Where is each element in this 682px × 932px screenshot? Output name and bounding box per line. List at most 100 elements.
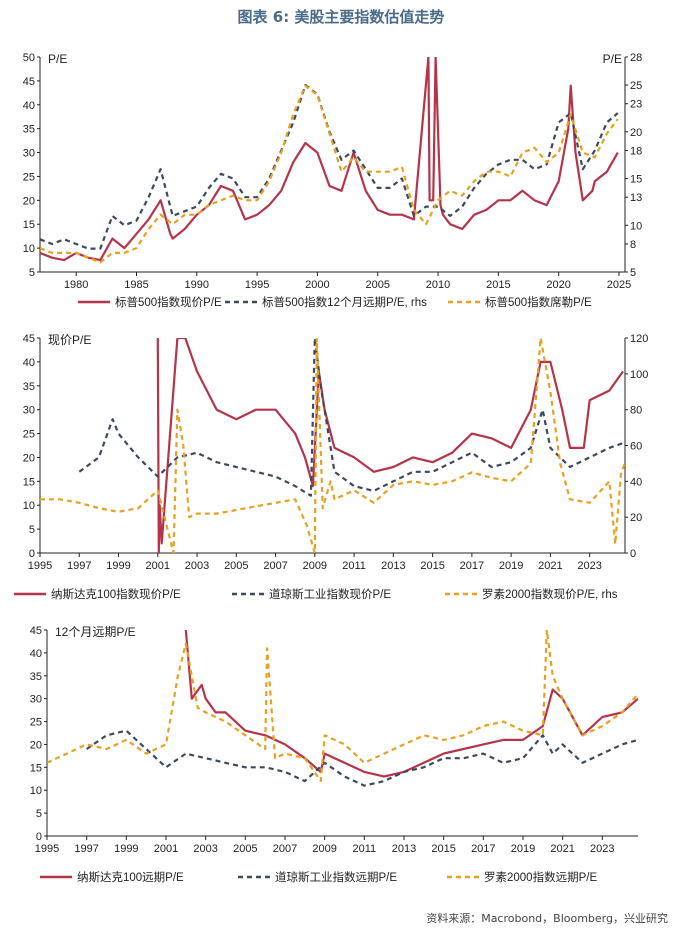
x-tick-label: 1980 xyxy=(64,279,88,291)
x-tick-label: 2013 xyxy=(381,560,405,572)
x-tick-label: 2003 xyxy=(193,843,217,855)
x-tick-label: 1990 xyxy=(185,279,209,291)
x-tick-label: 2000 xyxy=(305,279,329,291)
legend-label-1: 纳斯达克100远期P/E xyxy=(77,870,184,884)
y-tick-label-left: 20 xyxy=(30,739,42,751)
y-tick-label-right: 5 xyxy=(630,267,636,279)
y-tick-label-left: 25 xyxy=(23,171,35,183)
y-tick-label-right: 0 xyxy=(630,548,636,560)
y-tick-label-right: 100 xyxy=(630,369,648,381)
series-line-2 xyxy=(78,338,624,497)
x-tick-label: 2010 xyxy=(426,279,450,291)
x-tick-label: 1995 xyxy=(35,843,59,855)
y-tick-label-right: 120 xyxy=(630,333,648,345)
x-tick-label: 2019 xyxy=(499,560,523,572)
series-line-1 xyxy=(40,57,619,262)
legend-label-3: 罗素2000指数远期P/E xyxy=(484,870,597,884)
legend-label-1: 标普500指数现价P/E xyxy=(115,295,222,309)
y-tick-label-left: 30 xyxy=(23,405,35,417)
y-tick-label-right: 40 xyxy=(630,476,642,488)
y-tick-label-left: 15 xyxy=(23,219,35,231)
y-tick-label-left: 5 xyxy=(29,524,35,536)
source-note: 资料来源：Macrobond，Bloomberg，兴业研究 xyxy=(426,912,668,925)
y-tick-label-left: 15 xyxy=(23,476,35,488)
legend-label-2: 标普500指数12个月远期P/E, rhs xyxy=(262,295,427,309)
x-tick-label: 2019 xyxy=(511,843,535,855)
y-tick-label-left: 15 xyxy=(30,762,42,774)
legend-label-2: 道琼斯工业指数远期P/E xyxy=(275,870,397,884)
y-tick-label-right: 15 xyxy=(630,174,642,186)
series-line-2 xyxy=(86,729,638,787)
legend-label-2: 道琼斯工业指数现价P/E xyxy=(269,587,391,601)
y-tick-label-left: 30 xyxy=(23,148,35,160)
chart-panel-2: 0 5 10 15 20 25 30 35 40 45 0 20 40 60 80 100 120 1995 199… xyxy=(14,333,648,601)
y-tick-label-right: 18 xyxy=(630,145,642,157)
y-axis-label-left: 现价P/E xyxy=(48,333,91,347)
x-tick-label: 2013 xyxy=(392,843,416,855)
legend-label-3: 标普500指数席勒P/E xyxy=(485,295,592,309)
x-tick-label: 1995 xyxy=(245,279,269,291)
legend-label-3: 罗素2000指数现价P/E, rhs xyxy=(482,587,618,601)
chart-panel-3: 0 5 10 15 20 25 30 35 40 45 1995 1997 1999 2001 2003 20… xyxy=(30,625,638,884)
y-axis-label-left: 12个月远期P/E xyxy=(55,625,136,639)
x-tick-label: 2007 xyxy=(263,560,287,572)
x-tick-label: 2003 xyxy=(185,560,209,572)
y-tick-label-left: 40 xyxy=(23,100,35,112)
x-tick-label: 2025 xyxy=(607,279,631,291)
x-tick-label: 1985 xyxy=(124,279,148,291)
y-tick-label-left: 35 xyxy=(30,671,42,683)
x-tick-label: 2011 xyxy=(352,843,376,855)
y-tick-label-left: 10 xyxy=(30,785,42,797)
x-tick-label: 1999 xyxy=(106,560,130,572)
y-tick-label-right: 20 xyxy=(630,127,642,139)
y-tick-label-left: 40 xyxy=(30,648,42,660)
y-tick-label-right: 80 xyxy=(630,405,642,417)
x-tick-label: 2021 xyxy=(550,843,574,855)
y-tick-label-left: 0 xyxy=(36,831,42,843)
y-axis-label-left: P/E xyxy=(48,52,67,66)
x-tick-label: 2017 xyxy=(471,843,495,855)
y-tick-label-left: 45 xyxy=(30,625,42,637)
y-tick-label-left: 30 xyxy=(30,694,42,706)
x-tick-label: 2005 xyxy=(233,843,257,855)
x-tick-label: 2023 xyxy=(577,560,601,572)
x-tick-label: 2005 xyxy=(224,560,248,572)
y-tick-label-left: 10 xyxy=(23,500,35,512)
y-tick-label-left: 50 xyxy=(23,52,35,64)
series-line-1 xyxy=(156,338,624,553)
figure-title: 图表 6: 美股主要指数估值走势 xyxy=(237,8,445,26)
y-tick-label-right: 13 xyxy=(630,192,642,204)
x-tick-label: 2015 xyxy=(431,843,455,855)
y-tick-label-right: 28 xyxy=(630,52,642,64)
y-tick-label-right: 10 xyxy=(630,220,642,232)
y-tick-label-left: 35 xyxy=(23,124,35,136)
y-tick-label-left: 0 xyxy=(29,548,35,560)
y-tick-label-left: 35 xyxy=(23,381,35,393)
x-tick-label: 2021 xyxy=(538,560,562,572)
y-tick-label-right: 8 xyxy=(630,239,636,251)
y-tick-label-left: 5 xyxy=(36,808,42,820)
x-tick-label: 2007 xyxy=(273,843,297,855)
y-tick-label-left: 10 xyxy=(23,243,35,255)
x-tick-label: 1999 xyxy=(114,843,138,855)
x-tick-label: 2009 xyxy=(303,560,327,572)
y-tick-label-right: 25 xyxy=(630,80,642,92)
y-tick-label-left: 20 xyxy=(23,452,35,464)
y-tick-label-left: 20 xyxy=(23,195,35,207)
y-tick-label-left: 40 xyxy=(23,357,35,369)
y-tick-label-right: 23 xyxy=(630,99,642,111)
x-tick-label: 2011 xyxy=(342,560,366,572)
x-tick-label: 2001 xyxy=(146,560,170,572)
series-line-3 xyxy=(40,84,619,264)
y-tick-label-left: 5 xyxy=(29,267,35,279)
y-tick-label-left: 25 xyxy=(30,717,42,729)
y-tick-label-left: 45 xyxy=(23,76,35,88)
x-tick-label: 1997 xyxy=(74,843,98,855)
x-tick-label: 2020 xyxy=(546,279,570,291)
x-tick-label: 2015 xyxy=(486,279,510,291)
y-tick-label-right: 60 xyxy=(630,441,642,453)
series-line-2 xyxy=(40,83,619,250)
x-tick-label: 2023 xyxy=(590,843,614,855)
y-tick-label-left: 25 xyxy=(23,429,35,441)
